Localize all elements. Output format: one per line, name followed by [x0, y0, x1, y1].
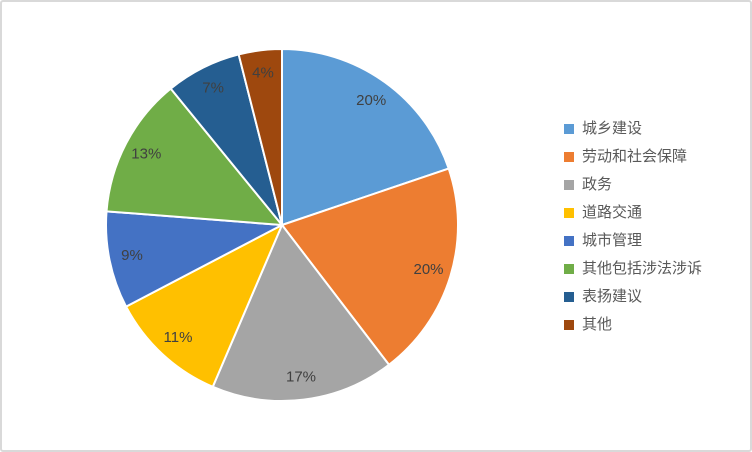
- legend-label: 其他: [582, 316, 613, 333]
- legend-swatch-icon: [564, 263, 574, 274]
- legend-swatch-icon: [564, 291, 574, 302]
- legend-swatch-icon: [564, 151, 574, 162]
- pie-data-label: 20%: [413, 261, 443, 278]
- legend-item: 劳动和社会保障: [564, 147, 702, 166]
- legend-label: 劳动和社会保障: [582, 148, 688, 165]
- pie-slice-1: [281, 48, 450, 226]
- pie-data-labels: 20% 20% 17% 11% 9% 13% 7% 4%: [121, 65, 443, 386]
- legend-swatch-icon: [564, 235, 574, 246]
- pie-slice-5: [105, 210, 283, 308]
- legend-label: 道路交通: [582, 204, 643, 221]
- pie-slices: [105, 48, 459, 402]
- legend-swatch-icon: [564, 319, 574, 330]
- chart-legend: 城乡建设劳动和社会保障 政务道路交通城市管理其他包括涉法涉诉 表扬建议其他: [564, 119, 702, 334]
- legend-item: 其他包括涉法涉诉: [564, 259, 702, 278]
- pie-slice-4: [125, 224, 283, 388]
- legend-item: 政务: [564, 175, 702, 194]
- legend-item: 城市管理: [564, 231, 702, 250]
- pie-slice-8: [237, 48, 283, 226]
- legend-swatch-icon: [564, 207, 574, 218]
- pie-data-label: 13%: [131, 146, 161, 163]
- legend-label: 城市管理: [582, 232, 643, 249]
- pie-data-label: 4%: [252, 65, 274, 82]
- pie-slice-6: [105, 87, 283, 226]
- pie-slice-2: [281, 167, 459, 366]
- legend-item: 道路交通: [564, 203, 702, 222]
- legend-item: 表扬建议: [564, 287, 702, 306]
- legend-label: 表扬建议: [582, 288, 643, 305]
- pie-data-label: 17%: [286, 368, 316, 385]
- legend-label: 政务: [582, 176, 613, 193]
- legend-item: 城乡建设: [564, 119, 702, 138]
- legend-swatch-icon: [564, 123, 574, 134]
- legend-item: 其他: [564, 315, 702, 334]
- legend-label: 其他包括涉法涉诉: [582, 260, 703, 277]
- pie-slice-3: [211, 224, 390, 402]
- legend-label: 城乡建设: [582, 120, 643, 137]
- legend-swatch-icon: [564, 179, 574, 190]
- pie-data-label: 7%: [202, 80, 224, 97]
- pie-data-label: 9%: [121, 247, 143, 264]
- pie-data-label: 11%: [164, 329, 193, 346]
- pie-data-label: 20%: [356, 92, 386, 109]
